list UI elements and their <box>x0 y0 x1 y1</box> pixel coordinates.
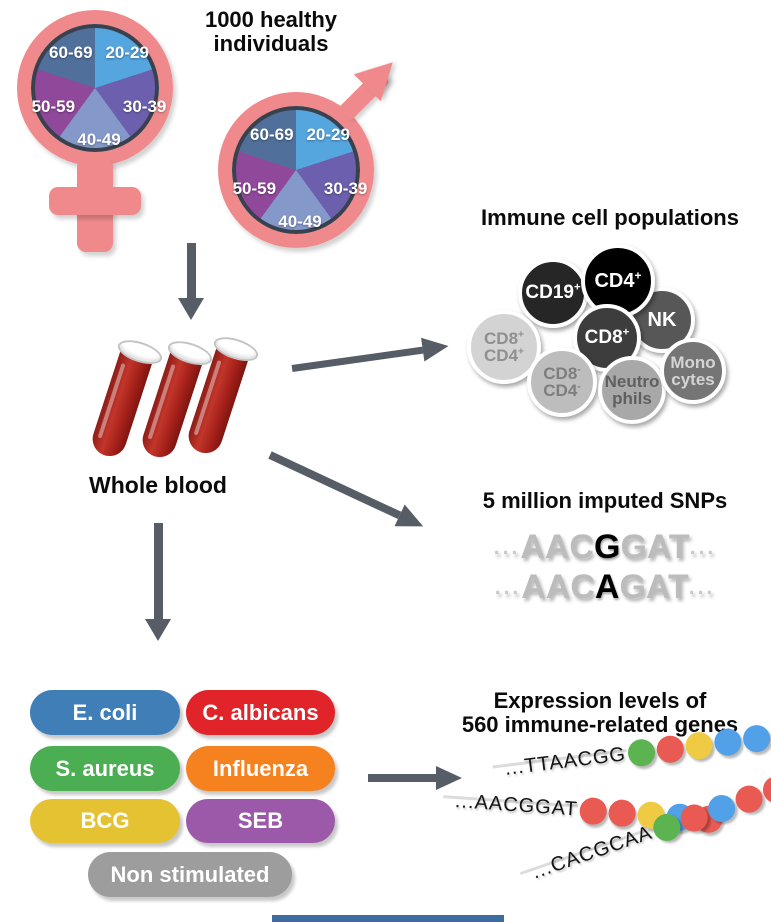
cell-population-cd8-cd4-dn: CD8- CD4- <box>527 347 597 417</box>
stimulus-pill-seb: SEB <box>186 799 335 843</box>
title-imputed-snps: 5 million imputed SNPs <box>482 488 728 513</box>
gene-sequence-text: ...TTAACGG <box>503 743 628 780</box>
stimulus-pill-bcg: BCG <box>30 799 180 843</box>
cell-population-cd19: CD19+ <box>518 258 588 328</box>
gene-sequence-row: ...CACGCAA <box>529 772 771 887</box>
cropped-bottom-bar <box>272 915 504 922</box>
stimulus-pill-saureus: S. aureus <box>30 746 180 791</box>
expression-dot-blue <box>712 727 743 758</box>
arrow-blood-to-stimuli-icon <box>145 523 171 641</box>
female-age-pie-chart: 20-29 30-39 40-49 50-59 60-69 <box>31 24 166 152</box>
sequence-text: AAC <box>521 568 595 606</box>
arrow-stimuli-to-expression-icon <box>368 766 462 790</box>
expression-dot-blue <box>741 723 771 754</box>
age-group-label: 60-69 <box>49 43 93 63</box>
label-whole-blood: Whole blood <box>89 472 227 498</box>
sequence-text: GAT <box>620 528 690 566</box>
expression-dot-red <box>578 796 608 826</box>
title-immune-cell-populations: Immune cell populations <box>481 205 739 230</box>
stimulus-pill-influenza: Influenza <box>186 746 335 791</box>
age-group-label: 30-39 <box>323 178 368 198</box>
title-cohort: 1000 healthy individuals <box>204 7 338 56</box>
expression-dot-red <box>655 734 686 765</box>
cell-population-neutrophils: Neutro phils <box>598 356 666 424</box>
stimulus-pill-calbicans: C. albicans <box>186 690 335 735</box>
sequence-text: AAC <box>520 528 594 566</box>
stimulus-pill-nonstim: Non stimulated <box>88 852 292 897</box>
age-group-label: 60-69 <box>250 125 294 145</box>
age-group-label: 50-59 <box>232 178 277 198</box>
arrow-blood-to-cells-icon <box>290 334 451 380</box>
expression-dot-red <box>607 798 637 828</box>
title-expression-line2: 560 immune-related genes <box>461 711 739 737</box>
snp-sequence-reference: ...AACGGAT... <box>452 528 758 567</box>
female-cross-horizontal-bar <box>49 187 141 215</box>
age-group-label: 20-29 <box>306 125 350 145</box>
gene-sequence-text: ...CACGCAA <box>529 821 656 884</box>
title-expression-line1: Expression levels of <box>493 688 707 713</box>
snp-variant-allele: A <box>594 568 620 606</box>
ellipsis: ... <box>493 536 521 559</box>
sequence-text: GAT <box>619 568 689 606</box>
expression-dot-yellow <box>683 730 714 761</box>
gene-sequence-text: ...AACGGAT <box>454 790 579 821</box>
arrow-cohort-to-blood-icon <box>178 243 204 320</box>
expression-dot-green <box>626 737 657 768</box>
age-group-label: 30-39 <box>122 96 167 116</box>
ellipsis: ... <box>688 576 716 599</box>
cell-population-monocytes: Mono cytes <box>660 338 726 404</box>
arrow-blood-to-snps-icon <box>265 444 429 538</box>
age-group-label: 20-29 <box>105 43 149 63</box>
expression-dot-blue <box>704 791 739 826</box>
expression-dot-red <box>731 782 766 817</box>
age-group-label: 50-59 <box>31 96 76 116</box>
age-group-label: 40-49 <box>77 130 121 149</box>
title-expression-levels: Expression levels of 560 immune-related … <box>430 689 770 737</box>
male-age-pie-chart: 20-29 30-39 40-49 50-59 60-69 <box>232 106 367 234</box>
ellipsis: ... <box>689 536 717 559</box>
ellipsis: ... <box>494 576 522 599</box>
stimulus-pill-ecoli: E. coli <box>30 690 180 735</box>
age-group-label: 40-49 <box>278 212 322 231</box>
snp-sequence-alternate: ...AACAGAT... <box>452 568 758 607</box>
snp-variant-allele: G <box>593 528 621 566</box>
cell-population-cd4: CD4+ <box>581 244 655 318</box>
